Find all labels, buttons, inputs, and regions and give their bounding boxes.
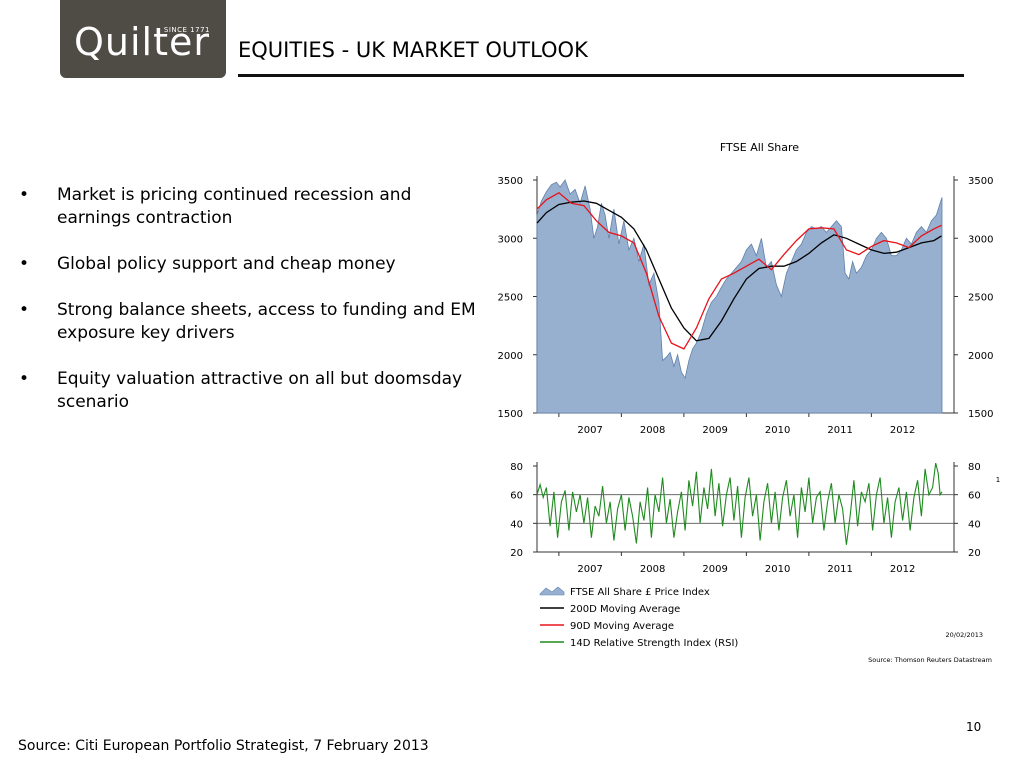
rsi-line — [536, 462, 943, 545]
price-xtick-label: 2007 — [577, 425, 602, 436]
bullet-item: • Strong balance sheets, access to fundin… — [18, 299, 483, 345]
price-xtick-label: 2010 — [765, 425, 790, 436]
ftse-chart-svg: FTSE All Share 1500 1500 2000 2000 2500 2500 30… — [498, 141, 1001, 664]
ma90-line — [536, 192, 942, 350]
price-xtick-label: 2008 — [640, 425, 665, 436]
legend-label: 14D Relative Strength Index (RSI) — [570, 638, 738, 649]
rsi-ytick-label-right: 60 — [968, 491, 981, 502]
price-xtick-label: 2011 — [827, 425, 852, 436]
footer-source: Source: Citi European Portfolio Strategi… — [18, 738, 429, 754]
bullet-item: • Equity valuation attractive on all but … — [18, 368, 483, 414]
bullet-glyph: • — [19, 254, 30, 274]
bullet-text: Equity valuation attractive on all but d… — [57, 369, 463, 412]
title-divider — [238, 74, 964, 77]
bullet-glyph: • — [19, 185, 30, 205]
price-ytick-label-right: 3500 — [968, 176, 993, 187]
legend-label: 90D Moving Average — [570, 621, 674, 632]
legend-label: 200D Moving Average — [570, 604, 680, 615]
price-ytick-label-right: 2500 — [968, 293, 993, 304]
price-ytick-label-right: 3000 — [968, 234, 993, 245]
ftse-price-area — [536, 179, 943, 414]
ma200-line — [536, 200, 942, 342]
bullet-item: • Market is pricing continued recession a… — [18, 184, 483, 230]
price-ytick-label-left: 2500 — [498, 293, 523, 304]
rsi-xtick-label: 2007 — [577, 564, 602, 575]
logo-wordmark: Quilter — [74, 20, 211, 64]
price-plot — [533, 176, 958, 417]
price-xtick-label: 2012 — [890, 425, 915, 436]
page-number: 10 — [966, 720, 982, 734]
rsi-plot — [533, 462, 958, 556]
rsi-xtick-label: 2010 — [765, 564, 790, 575]
bullet-text: Market is pricing continued recession an… — [57, 185, 412, 228]
rsi-xtick-label: 2011 — [827, 564, 852, 575]
rsi-ytick-label-left: 20 — [510, 548, 523, 559]
rsi-ytick-label-right: 80 — [968, 462, 981, 473]
rsi-ytick-label-left: 80 — [510, 462, 523, 473]
rsi-xtick-label: 2009 — [702, 564, 727, 575]
price-ytick-label-left: 3500 — [498, 176, 523, 187]
bullet-text: Global policy support and cheap money — [57, 254, 396, 274]
rsi-xtick-label: 2012 — [890, 564, 915, 575]
bullet-item: • Global policy support and cheap money — [18, 253, 483, 276]
chart-date-label: 20/02/2013 — [946, 631, 983, 639]
chart-source-label: Source: Thomson Reuters Datastream — [868, 656, 992, 664]
price-xtick-label: 2009 — [702, 425, 727, 436]
rsi-ytick-label-right: 40 — [968, 519, 981, 530]
price-ytick-label-right: 1500 — [968, 409, 993, 420]
price-ytick-label-left: 2000 — [498, 351, 523, 362]
bullet-list: • Market is pricing continued recession a… — [18, 184, 483, 437]
rsi-ytick-label-left: 60 — [510, 491, 523, 502]
logo-since-text: SINCE 1771 — [163, 26, 210, 34]
rsi-ytick-label-right: 20 — [968, 548, 981, 559]
price-ytick-label-right: 2000 — [968, 351, 993, 362]
bullet-text: Strong balance sheets, access to funding… — [57, 300, 476, 343]
legend-swatch-area — [539, 586, 565, 596]
bullet-glyph: • — [19, 369, 30, 389]
rsi-ytick-label-left: 40 — [510, 519, 523, 530]
chart-edge-mark: 1 — [996, 476, 1000, 484]
bullet-glyph: • — [19, 300, 30, 320]
chart-title: FTSE All Share — [720, 141, 799, 154]
quilter-logo: Quilter SINCE 1771 — [60, 0, 226, 78]
price-ytick-label-left: 3000 — [498, 234, 523, 245]
legend-label: FTSE All Share £ Price Index — [570, 587, 710, 598]
ftse-chart-panel: FTSE All Share 1500 1500 2000 2000 2500 2500 30… — [480, 130, 1010, 675]
page-title: EQUITIES - UK MARKET OUTLOOK — [238, 38, 588, 62]
price-ytick-label-left: 1500 — [498, 409, 523, 420]
rsi-xtick-label: 2008 — [640, 564, 665, 575]
